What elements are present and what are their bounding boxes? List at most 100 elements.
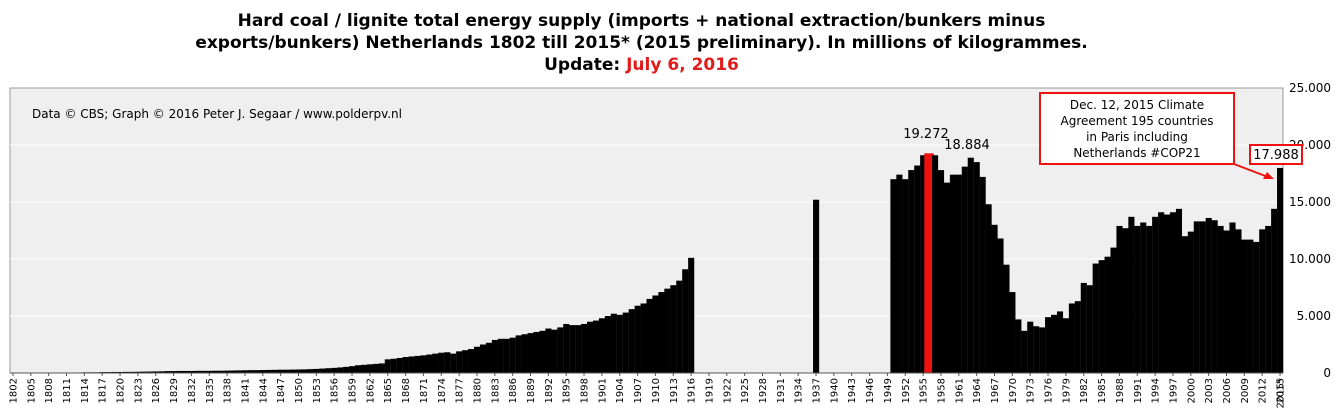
- data-bar: [319, 368, 326, 373]
- x-tick-label: 1976: [1044, 378, 1055, 403]
- data-bar: [557, 327, 564, 373]
- data-bar: [1003, 264, 1010, 373]
- update-label: Update:: [544, 55, 627, 75]
- x-tick-label: 1940: [829, 378, 840, 403]
- x-tick-label: 1970: [1008, 378, 1019, 403]
- data-bar: [158, 371, 165, 373]
- data-bar: [1134, 225, 1141, 373]
- x-tick-label: 1931: [776, 378, 787, 403]
- data-bar: [426, 354, 433, 373]
- data-bar: [123, 371, 130, 373]
- data-bar: [146, 371, 153, 373]
- data-bar: [1027, 321, 1034, 373]
- data-bar: [1128, 216, 1135, 373]
- data-bar: [896, 174, 903, 373]
- last-value-label: 17.988: [1253, 148, 1299, 163]
- data-bar: [491, 339, 498, 373]
- x-tick-label: 1919: [704, 378, 715, 403]
- x-tick-label: 1913: [669, 378, 680, 403]
- data-bar: [581, 323, 588, 373]
- x-tick-label: 2009: [1240, 378, 1251, 403]
- x-tick-label: 1934: [794, 378, 805, 403]
- x-tick-label: 1910: [651, 378, 662, 403]
- data-bar: [230, 370, 237, 373]
- data-bar: [503, 338, 510, 373]
- data-bar: [366, 364, 374, 373]
- data-bar: [914, 165, 921, 373]
- x-tick-label: 1982: [1079, 378, 1090, 403]
- x-tick-label: 1922: [722, 378, 733, 403]
- data-bar: [128, 371, 136, 373]
- data-bar: [688, 257, 695, 373]
- data-bar: [1169, 212, 1177, 373]
- data-bar: [206, 370, 213, 373]
- data-bar: [253, 370, 260, 373]
- data-bar: [1205, 217, 1212, 373]
- data-bar: [188, 370, 195, 373]
- data-bar: [1074, 301, 1081, 373]
- data-bar: [1033, 326, 1040, 373]
- data-bar: [533, 331, 540, 373]
- data-bar: [973, 162, 980, 373]
- x-tick-label: 1880: [472, 378, 483, 403]
- data-bar: [670, 285, 677, 373]
- x-tick-label: 1823: [133, 378, 144, 403]
- data-bar: [908, 170, 915, 373]
- chart-title-line1: Hard coal / lignite total energy supply …: [237, 11, 1046, 31]
- data-bar: [241, 370, 249, 373]
- y-tick-label: 0: [1323, 366, 1331, 380]
- x-tick-label: 1883: [490, 378, 501, 403]
- data-bar: [979, 176, 986, 373]
- data-bar: [1146, 225, 1153, 373]
- data-bar: [1068, 303, 1075, 373]
- data-bar: [1015, 319, 1022, 373]
- data-bar: [1229, 222, 1236, 373]
- data-bar: [337, 367, 344, 373]
- x-tick-label: 1886: [508, 378, 519, 403]
- x-tick-label: 1997: [1168, 378, 1179, 403]
- x-tick-label: 1862: [365, 378, 376, 403]
- y-tick-label: 25.000: [1289, 81, 1331, 95]
- x-tick-label: 1829: [169, 378, 180, 403]
- data-bar: [1110, 247, 1117, 373]
- data-bar: [610, 313, 617, 373]
- data-bar: [1098, 260, 1105, 373]
- x-tick-label: 1847: [276, 378, 287, 403]
- data-bar: [551, 329, 558, 373]
- peak-value-label: 19.272: [903, 127, 949, 142]
- data-bar: [622, 312, 629, 373]
- data-bar: [646, 298, 653, 373]
- data-bar: [236, 370, 243, 373]
- data-bar: [170, 371, 177, 373]
- data-bar: [1211, 220, 1218, 373]
- data-bar: [414, 355, 421, 373]
- data-bar: [408, 356, 415, 373]
- second-peak-value-label: 18.884: [944, 138, 990, 153]
- data-bar: [372, 363, 379, 373]
- x-tick-label: 1808: [44, 378, 55, 403]
- data-bar: [640, 303, 647, 373]
- data-bar: [1086, 285, 1093, 373]
- data-bar: [438, 352, 445, 373]
- x-tick-label: 1946: [865, 378, 876, 403]
- data-bar: [456, 351, 463, 373]
- data-bar: [295, 369, 302, 373]
- data-bar: [664, 288, 671, 373]
- data-bar: [515, 335, 522, 373]
- data-bar: [1271, 208, 1278, 373]
- x-tick-label: 1811: [62, 378, 73, 403]
- data-bar: [450, 353, 457, 373]
- data-bar: [997, 238, 1004, 373]
- data-bar: [164, 371, 171, 373]
- data-bar: [937, 170, 945, 373]
- data-bar: [355, 365, 362, 373]
- x-tick-label: 1871: [419, 378, 430, 403]
- x-tick-label: 1826: [151, 378, 162, 403]
- data-bar: [943, 182, 951, 373]
- data-bar: [1193, 221, 1200, 373]
- data-bar: [360, 364, 368, 373]
- data-bar: [289, 369, 296, 373]
- x-tick-label: 1805: [26, 378, 37, 403]
- y-tick-label: 15.000: [1289, 195, 1331, 209]
- data-bar: [985, 204, 992, 373]
